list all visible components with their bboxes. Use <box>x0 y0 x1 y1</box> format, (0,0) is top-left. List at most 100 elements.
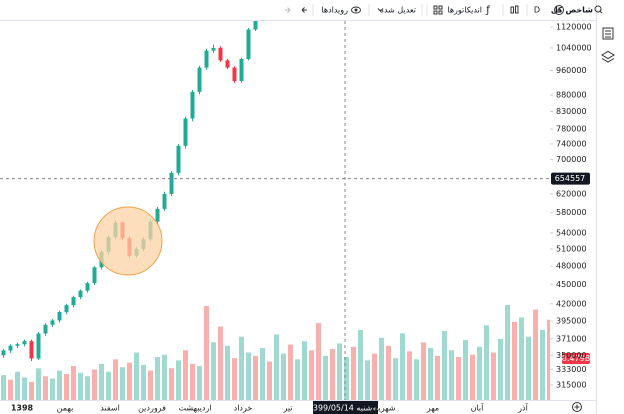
x-tick-label: 1398 <box>11 404 34 413</box>
volume-bar <box>169 368 174 400</box>
x-tick-label: تیر <box>282 404 292 413</box>
volume-bar <box>120 367 125 400</box>
candle-body <box>197 67 202 92</box>
volume-bar <box>330 349 335 400</box>
volume-bar <box>197 366 202 400</box>
events-icon[interactable] <box>351 6 361 14</box>
volume-bar <box>29 381 34 400</box>
undo[interactable] <box>301 7 307 13</box>
y-tick-label: 350000 <box>556 351 587 360</box>
volume-bar <box>281 353 286 400</box>
price-label-bg <box>551 172 590 185</box>
volume-bar <box>526 336 531 400</box>
candle-body <box>57 311 62 321</box>
volume-bar <box>36 368 41 400</box>
chart-style-button[interactable] <box>510 5 519 14</box>
dropdown-arrow[interactable] <box>377 8 384 12</box>
crosshair-volume: 8.479B <box>562 354 590 363</box>
x-tick-label: بهمن <box>57 404 74 413</box>
volume-bar <box>351 346 356 400</box>
x-tick-label: اسفند <box>100 404 120 413</box>
volume-bar <box>547 319 550 400</box>
candle-body <box>1 350 6 356</box>
volume-bar <box>491 352 496 400</box>
volume-bar <box>302 341 307 400</box>
y-tick-label: 315000 <box>556 381 587 390</box>
layout-button[interactable] <box>433 5 443 15</box>
volume-bar <box>344 357 349 400</box>
x-tick-label: فروردین <box>138 404 166 413</box>
object-tree-button[interactable] <box>602 27 614 40</box>
volume-bar <box>407 351 412 400</box>
y-tick-label: 580000 <box>556 208 587 217</box>
volume-bar <box>400 333 405 400</box>
volume-bar <box>246 352 251 400</box>
toolbar: شاخص کل D ƒ اندیکاتورها تعدیل شده رویداد… <box>285 4 603 16</box>
y-tick-label: 395000 <box>556 317 587 326</box>
candle-body <box>50 320 55 325</box>
volume-bar <box>337 343 342 400</box>
candle-body <box>15 344 20 346</box>
volume-bar <box>22 377 27 400</box>
y-tick-label: 830000 <box>556 107 587 116</box>
symbol-search[interactable]: شاخص کل <box>551 5 603 16</box>
y-tick-label: 740000 <box>556 139 587 148</box>
volume-bar <box>253 355 258 400</box>
y-tick-label: 780000 <box>556 125 587 134</box>
volume-bar <box>274 334 279 400</box>
y-tick-label: 700000 <box>556 155 587 164</box>
volume-bar <box>190 363 195 400</box>
plot-area <box>1 21 550 400</box>
interval[interactable]: D <box>534 6 540 15</box>
adjusted[interactable]: تعدیل شده <box>380 6 416 15</box>
date-label-bg <box>313 401 378 414</box>
x-tick-label: آذر <box>517 403 528 413</box>
volume-bar <box>176 360 181 400</box>
volume-bar <box>232 358 237 400</box>
volume-bar <box>456 357 461 400</box>
add-button[interactable] <box>572 402 582 412</box>
candle-body <box>211 47 216 51</box>
volume-bar <box>57 370 62 400</box>
volume-bar <box>512 321 517 400</box>
candle-body <box>232 67 237 81</box>
x-tick-label: مهر <box>426 404 439 413</box>
volume-bar <box>15 371 20 400</box>
compare-button[interactable] <box>554 5 564 15</box>
volume-bar <box>50 378 55 400</box>
volume-bar <box>477 346 482 400</box>
layers-button[interactable] <box>601 50 615 63</box>
volume-label-bg <box>562 353 590 364</box>
volume-bar <box>316 323 321 400</box>
sidebar <box>601 27 615 63</box>
volume-bar <box>309 350 314 400</box>
volume-bar <box>449 350 454 400</box>
volume-bar <box>106 371 111 400</box>
candle-body <box>22 341 27 345</box>
volume-bar <box>379 337 384 400</box>
y-tick-label: 960000 <box>556 66 587 75</box>
volume-bar <box>428 347 433 400</box>
volume-bar <box>470 354 475 400</box>
symbol[interactable]: شاخص کل <box>551 6 593 16</box>
volume-bar <box>484 325 489 400</box>
candle-body <box>36 333 41 359</box>
redo[interactable] <box>285 7 291 13</box>
y-tick-label: 540000 <box>556 228 587 237</box>
events[interactable]: رویدادها <box>321 6 348 15</box>
volume-bar <box>211 342 216 400</box>
highlight-circle <box>93 206 163 276</box>
volume-bar <box>435 355 440 400</box>
volume-bar <box>1 375 6 400</box>
volume-bar <box>260 347 265 400</box>
candle-body <box>71 297 76 306</box>
indicators[interactable]: اندیکاتورها <box>447 6 482 15</box>
indicators-icon[interactable]: ƒ <box>485 5 490 16</box>
x-tick-label: خرداد <box>234 404 253 413</box>
candle-body <box>29 341 34 359</box>
y-tick-label: 450000 <box>556 280 587 289</box>
candle-body <box>64 305 69 312</box>
candle-body <box>225 60 230 68</box>
volume-bar <box>295 359 300 400</box>
